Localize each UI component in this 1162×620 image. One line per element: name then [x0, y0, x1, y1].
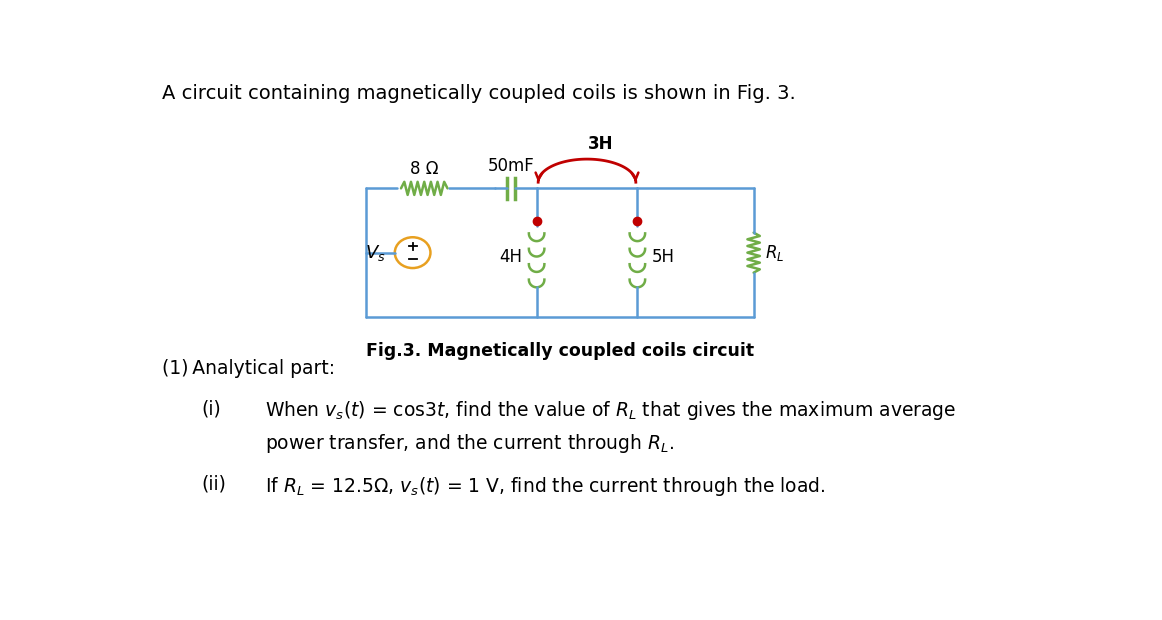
Text: When $v_s(t)$ = cos3$t$, find the value of $R_L$ that gives the maximum average: When $v_s(t)$ = cos3$t$, find the value … — [265, 399, 956, 422]
Text: power transfer, and the current through $R_L$.: power transfer, and the current through … — [265, 433, 674, 456]
Text: 50mF: 50mF — [488, 157, 535, 175]
Text: (1) Analytical part:: (1) Analytical part: — [163, 360, 336, 378]
Text: 4H: 4H — [500, 247, 523, 265]
Text: 8 Ω: 8 Ω — [410, 159, 438, 177]
Text: $V_s$: $V_s$ — [365, 242, 386, 263]
Text: (ii): (ii) — [201, 475, 225, 494]
Text: (i): (i) — [201, 399, 221, 419]
Text: 5H: 5H — [652, 247, 674, 265]
Text: If $R_L$ = 12.5Ω, $v_s(t)$ = 1 V, find the current through the load.: If $R_L$ = 12.5Ω, $v_s(t)$ = 1 V, find t… — [265, 475, 826, 498]
Text: 3H: 3H — [588, 135, 614, 153]
Text: A circuit containing magnetically coupled coils is shown in Fig. 3.: A circuit containing magnetically couple… — [163, 84, 796, 103]
Text: $R_L$: $R_L$ — [766, 242, 784, 263]
Text: Fig.3. Magnetically coupled coils circuit: Fig.3. Magnetically coupled coils circui… — [366, 342, 754, 360]
